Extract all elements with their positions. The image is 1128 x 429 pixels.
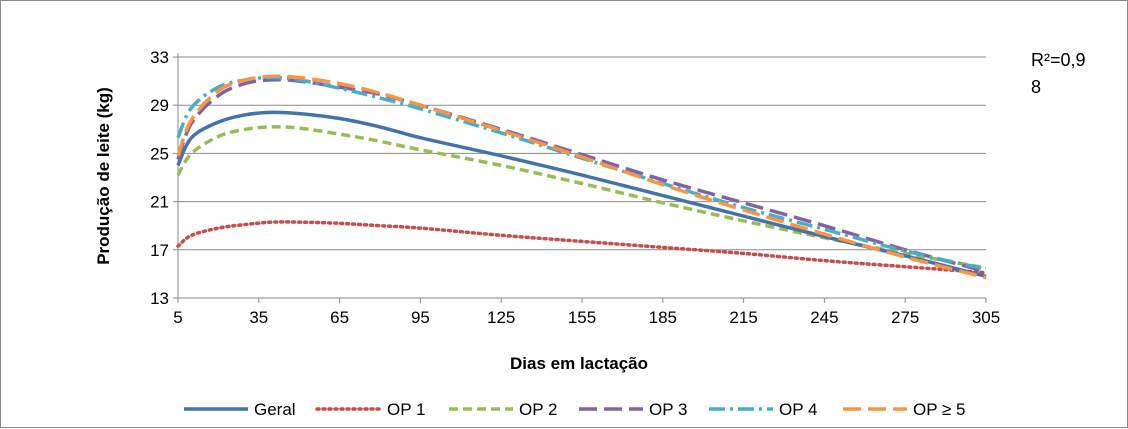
y-tick-label-17: 17	[150, 241, 169, 260]
y-tick-label-33: 33	[150, 48, 169, 67]
y-tick-label-29: 29	[150, 96, 169, 115]
series-line-3	[176, 125, 987, 270]
x-tick-label-185: 185	[649, 308, 677, 327]
x-tick-label-35: 35	[249, 308, 268, 327]
x-tick-label-95: 95	[411, 308, 430, 327]
series-line-2	[176, 220, 988, 275]
x-tick-label-125: 125	[487, 308, 515, 327]
x-tick-label-65: 65	[330, 308, 349, 327]
legend-label-2: OP 1	[387, 400, 425, 419]
legend-label-4: OP 3	[649, 400, 687, 419]
x-tick-label-245: 245	[810, 308, 838, 327]
legend-label-6: OP ≥ 5	[913, 400, 966, 419]
y-tick-label-25: 25	[150, 144, 169, 163]
y-tick-label-21: 21	[150, 193, 169, 212]
x-tick-label-275: 275	[891, 308, 919, 327]
x-tick-label-215: 215	[729, 308, 757, 327]
x-tick-label-305: 305	[972, 308, 1000, 327]
legend: Geral OP 1 OP 2 OP 3 OP 4 OP ≥ 5	[184, 400, 966, 419]
series-lines	[176, 74, 988, 280]
series-line-4	[176, 78, 987, 274]
axes	[173, 53, 987, 303]
x-tick-label-5: 5	[173, 308, 182, 327]
y-tick-label-13: 13	[150, 289, 169, 308]
y-axis-title: Produção de leite (kg)	[94, 87, 113, 265]
r-squared-annotation-line-2: 8	[1031, 77, 1041, 97]
series-line-6	[176, 74, 987, 280]
series-line-1	[176, 110, 987, 278]
x-tick-label-155: 155	[568, 308, 596, 327]
tick-labels: 13 17 21 25 29 33 5 35 65 95 125 155 185 215 245 275 305	[150, 48, 1000, 327]
legend-label-3: OP 2	[519, 400, 557, 419]
legend-label-1: Geral	[254, 400, 296, 419]
legend-label-5: OP 4	[779, 400, 817, 419]
x-axis-title: Dias em lactação	[510, 354, 648, 373]
r-squared-annotation-line-1: R²=0,9	[1031, 50, 1086, 70]
